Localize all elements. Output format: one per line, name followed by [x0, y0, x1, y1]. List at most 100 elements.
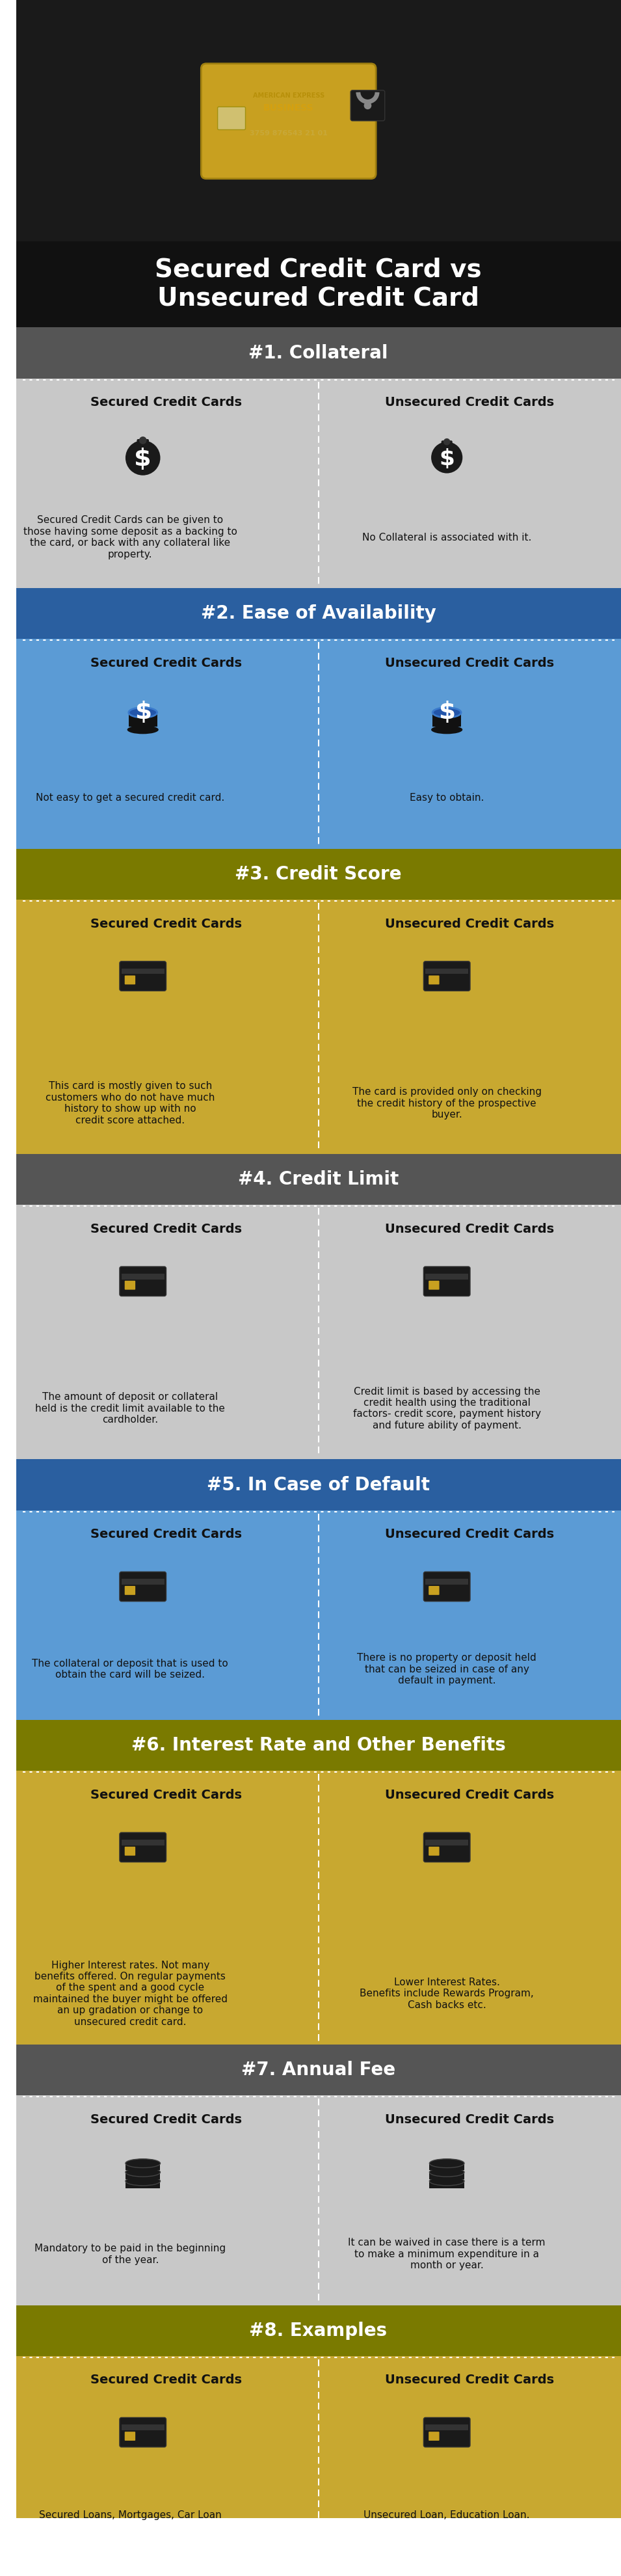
FancyBboxPatch shape	[125, 1280, 135, 1291]
FancyBboxPatch shape	[125, 2182, 160, 2187]
Text: $: $	[438, 701, 455, 724]
Text: Easy to obtain.: Easy to obtain.	[410, 793, 484, 804]
FancyBboxPatch shape	[16, 327, 621, 379]
Text: There is no property or deposit held
that can be seized in case of any
default i: There is no property or deposit held tha…	[357, 1654, 537, 1685]
Text: Secured Credit Card vs
Unsecured Credit Card: Secured Credit Card vs Unsecured Credit …	[155, 258, 482, 312]
Text: The amount of deposit or collateral
held is the credit limit available to the
ca: The amount of deposit or collateral held…	[35, 1391, 225, 1425]
Text: Secured Loans, Mortgages, Car Loan: Secured Loans, Mortgages, Car Loan	[39, 2509, 222, 2519]
FancyBboxPatch shape	[16, 899, 621, 1154]
Ellipse shape	[129, 708, 157, 719]
Text: #4. Credit Limit: #4. Credit Limit	[238, 1170, 399, 1188]
Ellipse shape	[125, 2177, 160, 2184]
Text: Unsecured Credit Cards: Unsecured Credit Cards	[385, 2375, 554, 2385]
FancyBboxPatch shape	[125, 2172, 160, 2179]
FancyBboxPatch shape	[122, 1579, 164, 1584]
Text: #5. In Case of Default: #5. In Case of Default	[207, 1476, 430, 1494]
FancyBboxPatch shape	[442, 440, 452, 453]
FancyBboxPatch shape	[120, 1832, 166, 1862]
Ellipse shape	[430, 2159, 465, 2169]
Ellipse shape	[431, 726, 463, 734]
FancyBboxPatch shape	[16, 1510, 621, 1721]
FancyBboxPatch shape	[120, 2416, 166, 2447]
Text: Unsecured Credit Cards: Unsecured Credit Cards	[385, 2112, 554, 2125]
Text: Unsecured Credit Cards: Unsecured Credit Cards	[385, 1224, 554, 1236]
FancyBboxPatch shape	[125, 976, 135, 984]
FancyBboxPatch shape	[16, 379, 621, 587]
FancyBboxPatch shape	[125, 1587, 135, 1595]
Text: Unsecured Credit Cards: Unsecured Credit Cards	[385, 657, 554, 670]
Text: BUSINESS: BUSINESS	[263, 103, 314, 113]
FancyBboxPatch shape	[120, 1267, 166, 1296]
FancyBboxPatch shape	[16, 1154, 621, 1206]
FancyBboxPatch shape	[125, 1847, 135, 1855]
Ellipse shape	[125, 2169, 160, 2177]
FancyBboxPatch shape	[424, 961, 470, 992]
FancyBboxPatch shape	[433, 714, 461, 726]
FancyBboxPatch shape	[428, 1280, 439, 1291]
Text: $: $	[439, 448, 455, 469]
FancyBboxPatch shape	[424, 2416, 470, 2447]
Text: Secured Credit Cards: Secured Credit Cards	[91, 657, 242, 670]
FancyBboxPatch shape	[16, 2306, 621, 2357]
Text: This card is mostly given to such
customers who do not have much
history to show: This card is mostly given to such custom…	[45, 1082, 215, 1126]
FancyBboxPatch shape	[16, 1461, 621, 1510]
Text: #1. Collateral: #1. Collateral	[248, 343, 388, 363]
FancyBboxPatch shape	[430, 2182, 465, 2187]
Text: Secured Credit Cards can be given to
those having some deposit as a backing to
t: Secured Credit Cards can be given to tho…	[23, 515, 237, 559]
FancyBboxPatch shape	[424, 1832, 470, 1862]
FancyBboxPatch shape	[16, 2045, 621, 2094]
Text: Secured Credit Cards: Secured Credit Cards	[91, 1788, 242, 1801]
FancyBboxPatch shape	[424, 1267, 470, 1296]
FancyBboxPatch shape	[16, 0, 621, 242]
Circle shape	[125, 440, 160, 477]
Text: #2. Ease of Availability: #2. Ease of Availability	[201, 605, 436, 623]
FancyBboxPatch shape	[428, 1587, 439, 1595]
FancyBboxPatch shape	[16, 850, 621, 899]
FancyBboxPatch shape	[16, 2566, 621, 2576]
FancyBboxPatch shape	[129, 714, 157, 726]
Text: Secured Credit Cards: Secured Credit Cards	[91, 1528, 242, 1540]
Text: Credit limit is based by accessing the
credit health using the traditional
facto: Credit limit is based by accessing the c…	[353, 1386, 541, 1430]
FancyBboxPatch shape	[428, 976, 439, 984]
Text: #8. Examples: #8. Examples	[249, 2321, 388, 2339]
FancyBboxPatch shape	[125, 2164, 160, 2172]
Circle shape	[364, 100, 371, 108]
Text: Mandatory to be paid in the beginning
of the year.: Mandatory to be paid in the beginning of…	[35, 2244, 226, 2264]
Text: Secured Credit Cards: Secured Credit Cards	[91, 1224, 242, 1236]
Text: Unsecured Loan, Education Loan.: Unsecured Loan, Education Loan.	[364, 2509, 530, 2519]
Text: $: $	[134, 701, 152, 724]
Text: Lower Interest Rates.
Benefits include Rewards Program,
Cash backs etc.: Lower Interest Rates. Benefits include R…	[360, 1978, 534, 2009]
FancyBboxPatch shape	[16, 1721, 621, 1770]
Text: Unsecured Credit Cards: Unsecured Credit Cards	[385, 917, 554, 930]
FancyBboxPatch shape	[16, 2094, 621, 2306]
FancyBboxPatch shape	[122, 1839, 164, 1844]
FancyBboxPatch shape	[122, 1273, 164, 1280]
Text: Not easy to get a secured credit card.: Not easy to get a secured credit card.	[36, 793, 225, 804]
Text: YOUR BUSINESS NAME: YOUR BUSINESS NAME	[258, 152, 319, 160]
Circle shape	[431, 443, 463, 474]
FancyBboxPatch shape	[16, 639, 621, 850]
Text: Unsecured Credit Cards: Unsecured Credit Cards	[385, 397, 554, 410]
Text: Secured Credit Cards: Secured Credit Cards	[91, 2112, 242, 2125]
FancyBboxPatch shape	[428, 2432, 439, 2439]
Text: Secured Credit Cards: Secured Credit Cards	[91, 917, 242, 930]
Text: Unsecured Credit Cards: Unsecured Credit Cards	[385, 1528, 554, 1540]
Text: The collateral or deposit that is used to
obtain the card will be seized.: The collateral or deposit that is used t…	[32, 1659, 229, 1680]
FancyBboxPatch shape	[16, 0, 621, 242]
Text: No Collateral is associated with it.: No Collateral is associated with it.	[362, 533, 532, 541]
FancyBboxPatch shape	[16, 1206, 621, 1461]
FancyBboxPatch shape	[430, 2164, 465, 2172]
Text: Unsecured Credit Cards: Unsecured Credit Cards	[385, 1788, 554, 1801]
Wedge shape	[139, 435, 147, 443]
Text: AMERICAN EXPRESS: AMERICAN EXPRESS	[253, 93, 324, 98]
FancyBboxPatch shape	[425, 1273, 468, 1280]
FancyBboxPatch shape	[201, 64, 376, 178]
FancyBboxPatch shape	[120, 1571, 166, 1602]
FancyBboxPatch shape	[428, 1847, 439, 1855]
FancyBboxPatch shape	[424, 1571, 470, 1602]
Ellipse shape	[127, 726, 158, 734]
Text: $: $	[134, 448, 152, 471]
Wedge shape	[443, 438, 450, 446]
Text: Higher Interest rates. Not many
benefits offered. On regular payments
of the spe: Higher Interest rates. Not many benefits…	[33, 1960, 227, 2027]
Ellipse shape	[430, 2169, 465, 2177]
